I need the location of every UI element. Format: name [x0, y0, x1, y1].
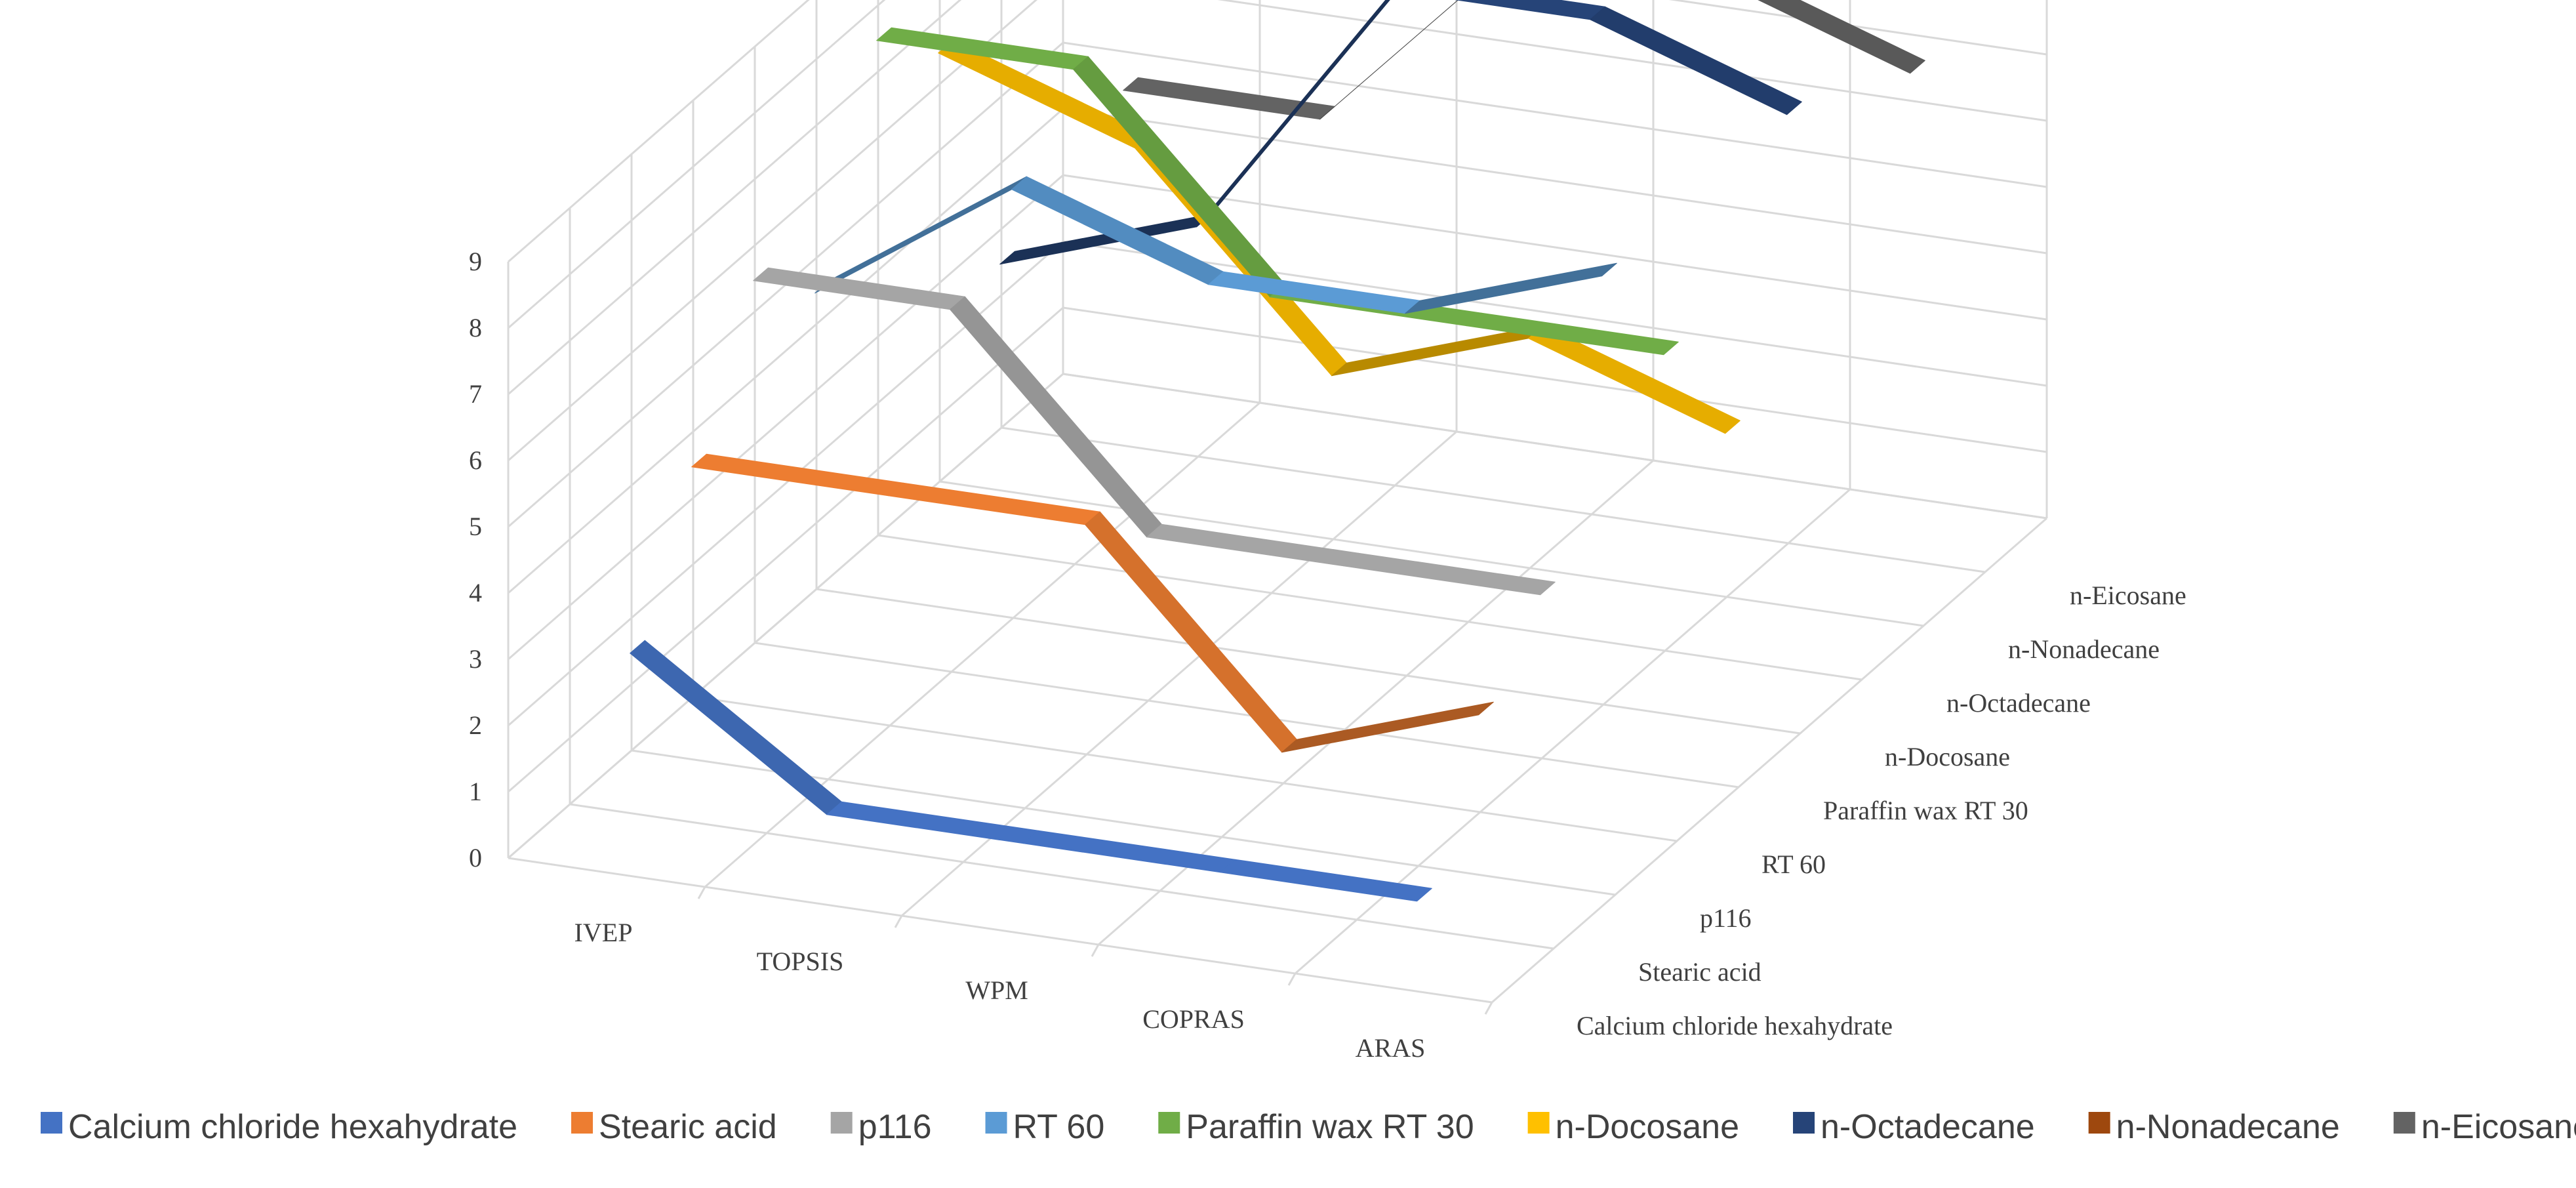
gridline-floor-depth: [939, 480, 1924, 627]
ribbon-segment: [1590, 6, 1802, 115]
y-tick-label: 5: [469, 512, 482, 541]
x-tick-mark: [1287, 973, 1297, 986]
y-tick-label: 4: [469, 578, 482, 607]
legend-label: n-Docosane: [1556, 1108, 1739, 1146]
series-p116: [753, 267, 1556, 596]
gridline-left-wall: [508, 108, 1064, 594]
x-tick-label: ARAS: [1356, 1033, 1426, 1063]
gridline-back-wall: [1062, 41, 2047, 188]
gridline-left-wall: [508, 306, 1064, 793]
gridline-floor-depth: [508, 857, 1493, 1004]
gridline-left-wall: [508, 0, 886, 329]
gridline-floor-category: [704, 401, 1260, 888]
legend-swatch: [1527, 1112, 1550, 1134]
ribbon-segment: [1220, 859, 1432, 902]
depth-tick-label: n-Eicosane: [2070, 581, 2186, 610]
gridline-floor-depth: [816, 588, 1801, 735]
x-tick-mark: [697, 886, 706, 899]
depth-tick-label: n-Octadecane: [1946, 688, 2091, 718]
y-tick-label: 8: [469, 313, 482, 342]
x-tick-mark: [1091, 944, 1100, 957]
legend-label: n-Nonadecane: [2116, 1108, 2340, 1146]
ribbon-segment: [1123, 77, 1335, 120]
series-calcium-chloride-hexahydrate: [630, 640, 1432, 902]
legend-swatch: [830, 1112, 853, 1134]
gridline-floor-category: [508, 373, 1064, 859]
legend-label: p116: [858, 1108, 932, 1146]
gridline-floor-depth: [569, 803, 1554, 950]
ribbon-segment: [1319, 0, 1459, 120]
gridline-back-wall: [1062, 240, 2047, 387]
gridline-back-wall: [1217, 0, 2047, 122]
ribbon-segment: [826, 801, 1039, 844]
y-tick-label: 3: [469, 644, 482, 674]
legend-swatch: [985, 1112, 1007, 1134]
x-tick-label: TOPSIS: [757, 947, 844, 976]
gridline-floor-depth: [693, 695, 1678, 842]
depth-tick-label: n-Nonadecane: [2008, 634, 2160, 664]
legend-swatch: [1158, 1112, 1180, 1134]
depth-tick-label: RT 60: [1761, 850, 1826, 879]
ribbon-segment: [1281, 701, 1494, 753]
ribbon-segment: [1466, 312, 1679, 356]
x-tick-label: WPM: [965, 975, 1028, 1005]
legend-label: RT 60: [1013, 1108, 1105, 1146]
gridline-back-wall: [1062, 306, 2047, 453]
legend-swatch: [571, 1112, 594, 1134]
y-tick-label: 1: [469, 777, 482, 806]
gridline-floor-depth: [1001, 426, 1986, 573]
x-tick-label: COPRAS: [1142, 1004, 1245, 1034]
gridline-floor-category: [1491, 517, 2047, 1004]
gridline-floor-depth: [877, 534, 1862, 681]
gridline-back-wall: [1062, 174, 2047, 321]
chart-legend: Calcium chloride hexahydrate Stearic acid…: [41, 1108, 2576, 1146]
gridline-floor-depth: [754, 642, 1739, 789]
depth-tick-label: Stearic acid: [1638, 957, 1761, 987]
legend-swatch: [41, 1112, 62, 1134]
y-tick-label: 6: [469, 445, 482, 475]
chart-series: [630, 0, 1925, 902]
depth-tick-label: Paraffin wax RT 30: [1823, 796, 2028, 825]
gridline-back-wall: [1062, 108, 2047, 255]
depth-tick-label: n-Docosane: [1885, 742, 2010, 771]
y-axis-ticks: 0 1 2 3 4 5 6 7 8 9: [469, 247, 482, 872]
gridline-back-wall: [1668, 0, 2047, 56]
series-stearic-acid: [691, 453, 1494, 753]
gridline-left-wall: [508, 0, 962, 396]
x-tick-mark: [1484, 1002, 1493, 1015]
y-tick-label: 0: [469, 843, 482, 872]
ribbon-segment: [1331, 325, 1544, 377]
legend-label: n-Octadecane: [1821, 1108, 2035, 1146]
depth-tick-label: p116: [1700, 903, 1752, 933]
x-tick-mark: [894, 915, 903, 928]
series-n-docosane: [938, 39, 1741, 434]
x-tick-label: IVEP: [574, 918, 633, 947]
y-tick-label: 9: [469, 247, 482, 276]
x-axis-ticks: IVEP TOPSIS WPM COPRAS ARAS: [574, 886, 1493, 1063]
gridline-left-wall: [508, 174, 1064, 661]
ribbon-segment: [1758, 0, 1925, 74]
legend-label: Calcium chloride hexahydrate: [68, 1108, 517, 1146]
series-n-eicosane: [1123, 0, 1925, 120]
legend-swatch: [2088, 1112, 2110, 1134]
ribbon-segment: [1405, 262, 1617, 314]
series-rt-60: [815, 176, 1617, 314]
series-n-octadecane: [999, 0, 1802, 265]
depth-tick-label: Calcium chloride hexahydrate: [1577, 1011, 1893, 1040]
legend-label: n-Eicosane: [2421, 1108, 2576, 1146]
legend-swatch: [1793, 1112, 1815, 1134]
y-tick-label: 7: [469, 379, 482, 409]
legend-label: Paraffin wax RT 30: [1186, 1108, 1474, 1146]
ribbon-segment: [1023, 830, 1236, 873]
legend-label: Stearic acid: [599, 1108, 777, 1146]
y-tick-label: 2: [469, 710, 482, 740]
ribbon-segment: [1343, 552, 1556, 596]
ribbon-segment: [1455, 0, 1605, 20]
depth-axis-ticks: Calcium chloride hexahydrate Stearic acid…: [1577, 581, 2186, 1040]
legend-swatch: [2393, 1112, 2415, 1134]
gridline-left-wall: [508, 0, 810, 263]
ribbon-segment: [630, 640, 842, 815]
gridline-floor-depth: [1062, 373, 2047, 520]
